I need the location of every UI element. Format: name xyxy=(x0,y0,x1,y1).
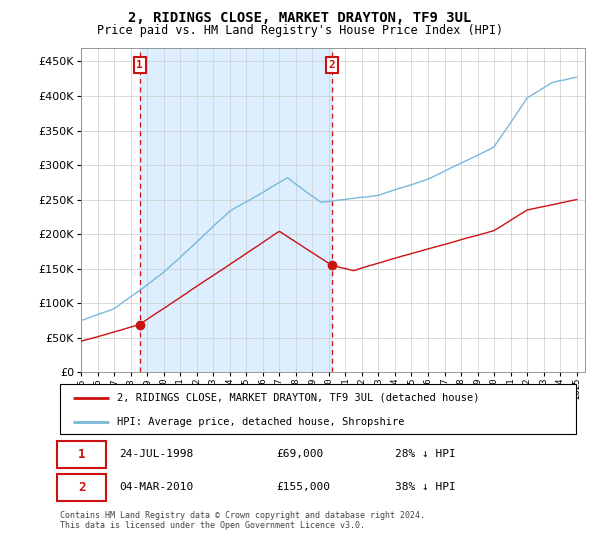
Text: 28% ↓ HPI: 28% ↓ HPI xyxy=(395,449,456,459)
Text: Contains HM Land Registry data © Crown copyright and database right 2024.
This d: Contains HM Land Registry data © Crown c… xyxy=(60,511,425,530)
Bar xyxy=(140,48,332,372)
Text: Price paid vs. HM Land Registry's House Price Index (HPI): Price paid vs. HM Land Registry's House … xyxy=(97,24,503,37)
Text: 2, RIDINGS CLOSE, MARKET DRAYTON, TF9 3UL: 2, RIDINGS CLOSE, MARKET DRAYTON, TF9 3U… xyxy=(128,11,472,25)
Text: HPI: Average price, detached house, Shropshire: HPI: Average price, detached house, Shro… xyxy=(117,417,404,427)
Text: 38% ↓ HPI: 38% ↓ HPI xyxy=(395,482,456,492)
Text: £69,000: £69,000 xyxy=(277,449,324,459)
FancyBboxPatch shape xyxy=(58,474,106,501)
Text: £155,000: £155,000 xyxy=(277,482,331,492)
Text: 04-MAR-2010: 04-MAR-2010 xyxy=(119,482,194,492)
Text: 24-JUL-1998: 24-JUL-1998 xyxy=(119,449,194,459)
Text: 2, RIDINGS CLOSE, MARKET DRAYTON, TF9 3UL (detached house): 2, RIDINGS CLOSE, MARKET DRAYTON, TF9 3U… xyxy=(117,393,479,403)
Text: 1: 1 xyxy=(78,448,85,461)
Text: 2: 2 xyxy=(328,60,335,70)
Text: 2: 2 xyxy=(78,480,85,494)
FancyBboxPatch shape xyxy=(58,441,106,468)
Text: 1: 1 xyxy=(136,60,143,70)
FancyBboxPatch shape xyxy=(60,384,576,434)
